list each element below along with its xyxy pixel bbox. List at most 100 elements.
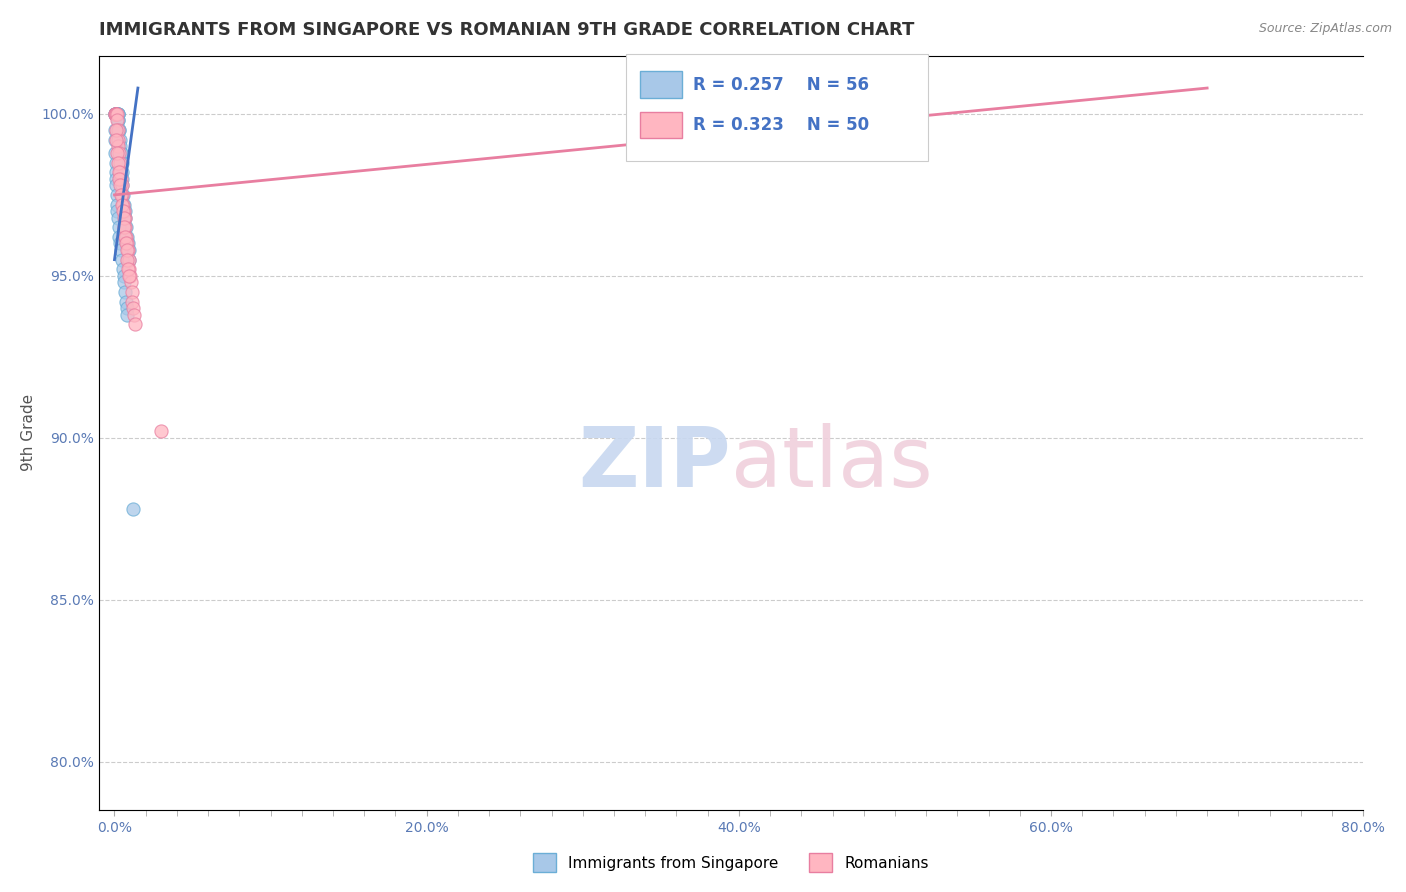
Point — [105, 187, 128, 202]
Point — [105, 107, 128, 121]
Point — [107, 139, 129, 153]
Point — [105, 204, 128, 219]
Text: Source: ZipAtlas.com: Source: ZipAtlas.com — [1258, 22, 1392, 36]
Point — [117, 243, 139, 257]
Point — [105, 107, 128, 121]
Point — [115, 301, 138, 316]
Point — [115, 230, 138, 244]
Point — [107, 133, 129, 147]
Point — [107, 113, 129, 128]
Point — [120, 268, 142, 283]
Point — [104, 107, 127, 121]
Text: atlas: atlas — [731, 423, 932, 504]
Point — [115, 220, 138, 235]
Point — [108, 165, 131, 179]
Point — [105, 145, 128, 160]
Legend: Immigrants from Singapore, Romanians: Immigrants from Singapore, Romanians — [527, 847, 935, 878]
Point — [110, 145, 132, 160]
Point — [108, 123, 131, 137]
Point — [121, 285, 143, 299]
Point — [104, 171, 127, 186]
Point — [112, 187, 135, 202]
Point — [114, 204, 136, 219]
Point — [111, 252, 134, 267]
Point — [105, 133, 128, 147]
Point — [115, 230, 138, 244]
Point — [112, 268, 135, 283]
Text: IMMIGRANTS FROM SINGAPORE VS ROMANIAN 9TH GRADE CORRELATION CHART: IMMIGRANTS FROM SINGAPORE VS ROMANIAN 9T… — [98, 21, 914, 39]
Point — [104, 155, 127, 169]
Point — [122, 502, 145, 516]
Point — [104, 107, 127, 121]
Point — [108, 165, 131, 179]
Point — [110, 243, 132, 257]
Point — [108, 155, 131, 169]
Point — [121, 294, 143, 309]
Point — [107, 123, 129, 137]
Point — [118, 252, 141, 267]
Point — [114, 285, 136, 299]
Point — [114, 211, 136, 225]
Text: R = 0.323    N = 50: R = 0.323 N = 50 — [693, 116, 869, 134]
Point — [105, 107, 128, 121]
Point — [114, 294, 136, 309]
Text: R = 0.257    N = 56: R = 0.257 N = 56 — [693, 76, 869, 94]
Point — [122, 301, 145, 316]
Point — [105, 178, 128, 193]
Point — [105, 107, 128, 121]
Point — [114, 230, 136, 244]
Point — [150, 424, 173, 438]
Point — [108, 123, 131, 137]
Point — [108, 171, 131, 186]
Point — [107, 113, 129, 128]
Point — [104, 107, 127, 121]
Point — [112, 197, 135, 211]
Point — [108, 220, 131, 235]
Text: ZIP: ZIP — [578, 423, 731, 504]
Point — [104, 133, 127, 147]
Point — [107, 107, 129, 121]
Point — [104, 165, 127, 179]
Point — [105, 107, 128, 121]
Point — [118, 268, 141, 283]
Point — [115, 243, 138, 257]
Point — [105, 107, 128, 121]
Point — [105, 197, 128, 211]
Point — [117, 243, 139, 257]
Point — [111, 171, 134, 186]
Point — [112, 211, 135, 225]
Point — [120, 276, 142, 290]
Point — [114, 220, 136, 235]
Point — [115, 236, 138, 251]
Point — [111, 262, 134, 277]
Point — [107, 211, 129, 225]
Point — [117, 252, 139, 267]
Point — [105, 113, 128, 128]
Point — [105, 107, 128, 121]
Point — [112, 220, 135, 235]
Point — [117, 262, 139, 277]
Point — [107, 107, 129, 121]
Point — [107, 155, 129, 169]
Point — [110, 178, 132, 193]
Point — [108, 139, 131, 153]
Point — [110, 145, 132, 160]
Point — [110, 171, 132, 186]
Y-axis label: 9th Grade: 9th Grade — [21, 394, 35, 472]
Point — [114, 236, 136, 251]
Point — [111, 204, 134, 219]
Point — [108, 230, 131, 244]
Point — [114, 211, 136, 225]
Point — [111, 187, 134, 202]
Point — [117, 252, 139, 267]
Point — [110, 178, 132, 193]
Point — [104, 123, 127, 137]
Point — [110, 187, 132, 202]
Point — [117, 236, 139, 251]
Point — [122, 308, 145, 322]
Point — [110, 165, 132, 179]
Point — [124, 318, 146, 332]
Point — [107, 107, 129, 121]
Point — [112, 276, 135, 290]
Point — [111, 178, 134, 193]
